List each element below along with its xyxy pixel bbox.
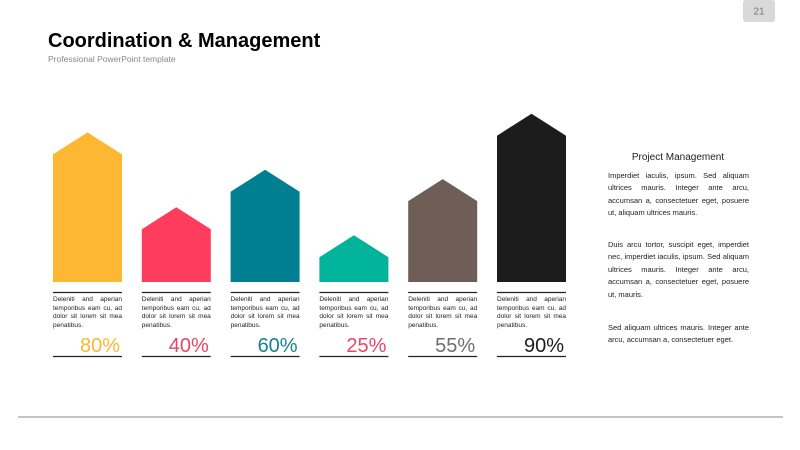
chart-title: Coordination & Management: [48, 30, 321, 52]
side-title: Project Management: [632, 152, 724, 163]
side-paragraph: Sed aliquam ultrices mauris. Integer ant…: [608, 323, 749, 345]
caption: Deleniti and aperian temporibus eam cu, …: [230, 296, 300, 329]
bar: [53, 132, 122, 282]
side-paragraph: Imperdiet iaculis, ipsum. Sed aliquam ul…: [608, 171, 749, 218]
value-label: 40%: [169, 335, 209, 357]
caption: Deleniti and aperian temporibus eam cu, …: [141, 296, 211, 329]
value-label: 80%: [80, 335, 120, 357]
caption: Deleniti and aperian temporibus eam cu, …: [497, 296, 566, 329]
page-number: 21: [753, 7, 765, 18]
caption: Deleniti and aperian temporibus eam cu, …: [319, 296, 389, 329]
bar: [408, 179, 478, 282]
caption: Deleniti and aperian temporibus eam cu, …: [53, 296, 122, 329]
value-label: 25%: [346, 335, 386, 357]
value-label: 55%: [435, 335, 475, 357]
bar: [230, 169, 300, 282]
bar: [319, 235, 389, 282]
caption: Deleniti and aperian temporibus eam cu, …: [408, 296, 478, 329]
value-label: 60%: [258, 335, 298, 357]
page-number-box: [743, 0, 775, 22]
bar: [141, 207, 211, 282]
side-paragraph: Duis arcu tortor, suscipit eget, imperdi…: [608, 240, 749, 299]
value-label: 90%: [524, 335, 564, 357]
chart-subtitle: Professional PowerPoint template: [48, 54, 176, 64]
bar: [497, 113, 566, 282]
